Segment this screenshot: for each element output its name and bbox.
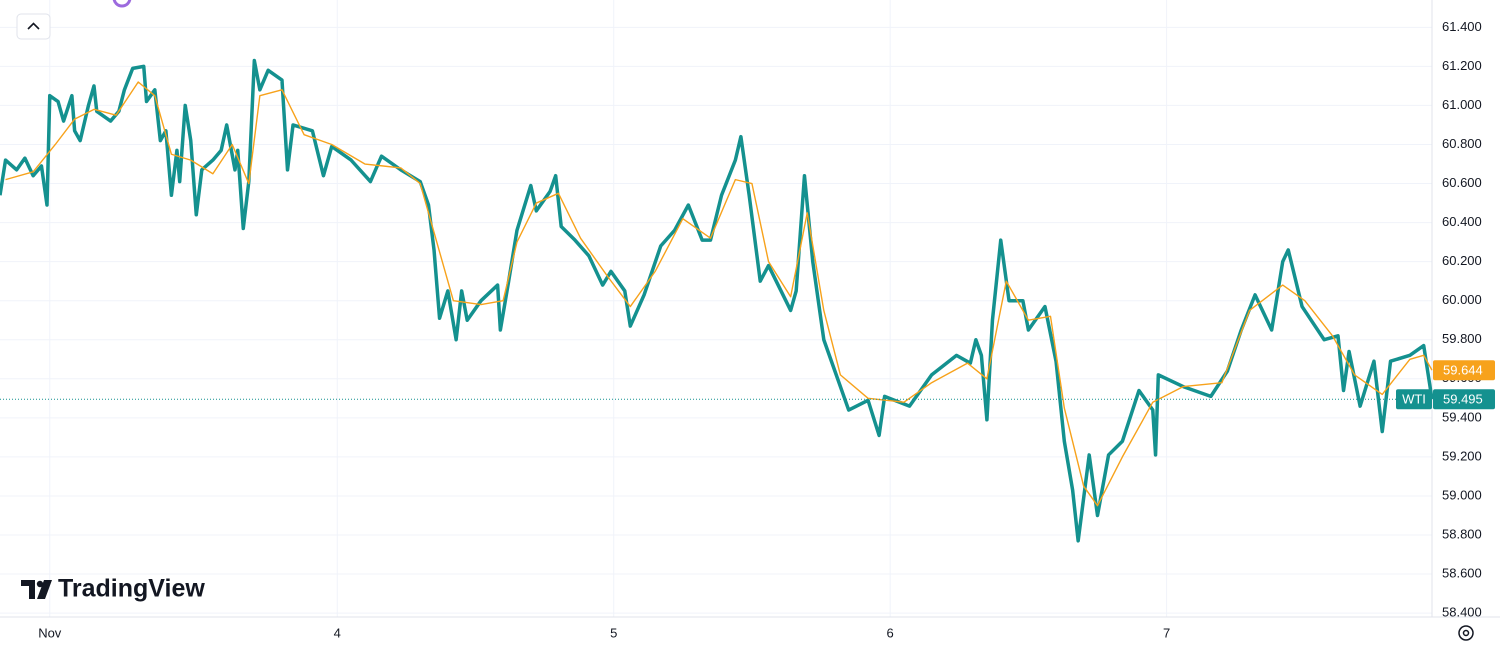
last-price-label: 59.644 [1443, 363, 1483, 378]
logo-icon [21, 580, 52, 599]
logo: TradingView [21, 575, 205, 603]
plot [0, 58, 1434, 543]
logo-dot [36, 580, 44, 588]
y-tick-label: 60.400 [1442, 214, 1482, 229]
x-tick-label: Nov [38, 625, 62, 640]
y-tick-label: 58.600 [1442, 565, 1482, 580]
last-price-box [1433, 360, 1495, 381]
collapse-button[interactable] [16, 13, 51, 40]
axes: 58.400 58.600 58.800 59.000 59.200 59.400 59.6… [38, 19, 1495, 640]
x-tick-label: 7 [1163, 625, 1170, 640]
collapse-icon [27, 22, 40, 30]
y-tick-label: 58.400 [1442, 605, 1482, 620]
last-price-box [1433, 389, 1495, 410]
y-tick-label: 59.400 [1442, 409, 1482, 424]
y-tick-label: 58.800 [1442, 526, 1482, 541]
y-tick-label: 59.000 [1442, 487, 1482, 502]
x-tick-label: 6 [887, 625, 894, 640]
y-tick-label: 61.400 [1442, 19, 1482, 34]
y-tick-label: 61.000 [1442, 97, 1482, 112]
y-tick-label: 59.200 [1442, 448, 1482, 463]
last-price-label: 59.495 [1443, 392, 1483, 407]
y-tick-label: 60.200 [1442, 253, 1482, 268]
price-line [5, 81, 1433, 507]
y-tick-label: 61.200 [1442, 58, 1482, 73]
y-tick-label: 60.000 [1442, 292, 1482, 307]
series-name: WTI [1402, 392, 1426, 407]
x-tick-label: 5 [610, 625, 617, 640]
collapse-button-box[interactable] [16, 13, 51, 40]
y-tick-label: 60.800 [1442, 136, 1482, 151]
series-name-box [1396, 389, 1432, 410]
price-line [0, 58, 1434, 543]
brand-name: TradingView [58, 575, 205, 603]
indicator-dot [112, 0, 132, 8]
settings-icon[interactable] [1458, 625, 1474, 641]
y-tick-label: 59.800 [1442, 331, 1482, 346]
settings-icon-center [1462, 629, 1470, 637]
settings-button[interactable] [1458, 625, 1474, 641]
x-tick-label: 4 [334, 625, 341, 640]
y-tick-label: 60.600 [1442, 175, 1482, 190]
